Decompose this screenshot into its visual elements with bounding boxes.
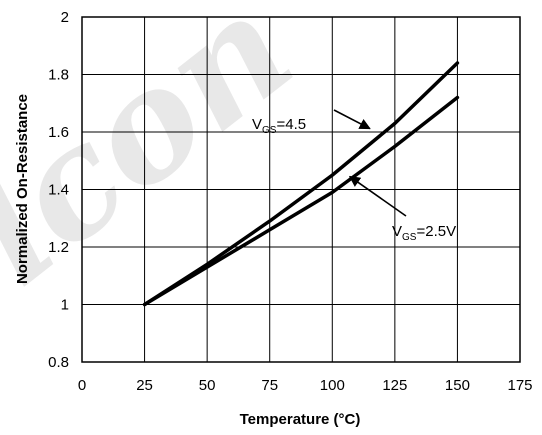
x-tick-label: 0 xyxy=(78,377,86,394)
annotations: VGS=4.5 VGS=2.5V xyxy=(252,109,456,243)
x-axis-title: Temperature (°C) xyxy=(240,411,361,428)
plot-frame xyxy=(81,16,521,363)
x-tick-label: 125 xyxy=(382,377,407,394)
y-tick-label: 1.8 xyxy=(48,67,69,84)
y-tick-label: 1.4 xyxy=(48,182,69,199)
y-tick-label: 1.2 xyxy=(48,239,69,256)
x-tick-label: 100 xyxy=(320,377,345,394)
y-tick-label: 1 xyxy=(61,297,69,314)
x-tick-label: 75 xyxy=(261,377,278,394)
series-label-arrow-1 xyxy=(333,109,371,130)
series-label-arrow-2 xyxy=(348,175,407,217)
series xyxy=(142,61,460,307)
series-line-1 xyxy=(142,61,460,307)
x-tick-label: 25 xyxy=(136,377,153,394)
y-tick-label: 1.6 xyxy=(48,124,69,141)
watermark: lcon xyxy=(0,0,324,318)
axes xyxy=(81,16,521,363)
y-tick-label: 0.8 xyxy=(48,354,69,371)
series-label-2: VGS=2.5V xyxy=(392,223,456,243)
series-label-1: VGS=4.5 xyxy=(252,116,306,136)
tick-labels: 0 25 50 75 100 125 150 175 0.8 1 1.2 1.4 1.6 1.8 2 xyxy=(48,9,532,394)
x-tick-label: 50 xyxy=(199,377,216,394)
y-tick-label: 2 xyxy=(61,9,69,26)
y-axis-title: Normalized On-Resistance xyxy=(14,94,31,284)
x-tick-label: 150 xyxy=(445,377,470,394)
x-tick-label: 175 xyxy=(507,377,532,394)
series-line-2 xyxy=(142,95,460,307)
watermark-text: lcon xyxy=(0,0,324,318)
